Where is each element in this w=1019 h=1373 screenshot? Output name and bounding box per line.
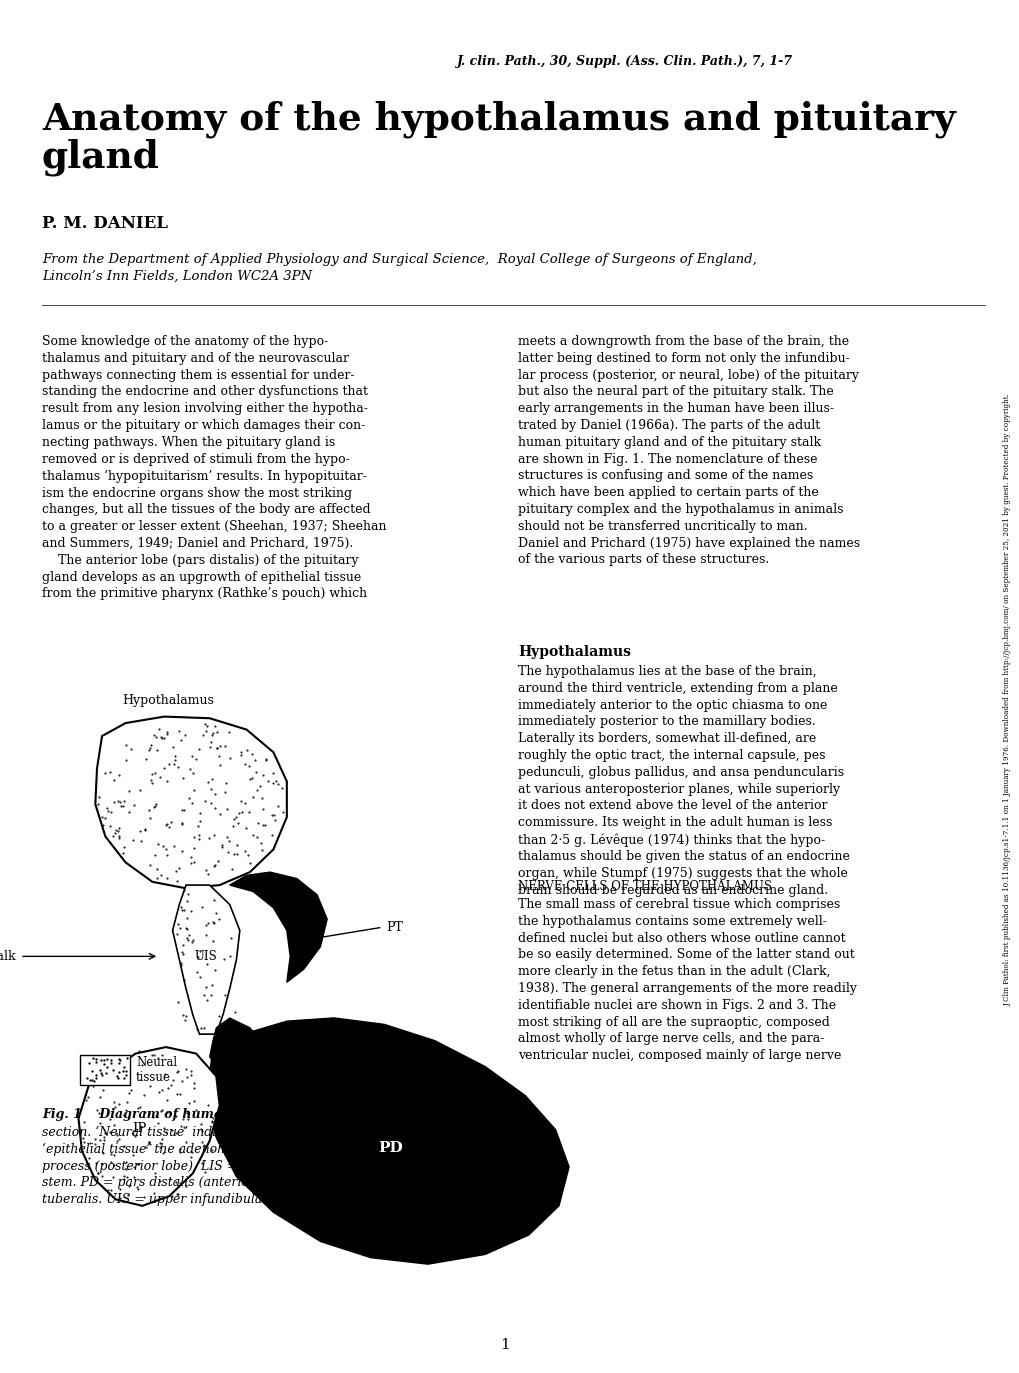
Text: Anatomy of the hypothalamus and pituitary: Anatomy of the hypothalamus and pituitar…: [42, 102, 955, 139]
Text: PD: PD: [378, 1141, 403, 1155]
Text: Some knowledge of the anatomy of the hypo-
thalamus and pituitary and of the neu: Some knowledge of the anatomy of the hyp…: [42, 335, 386, 600]
Text: gland: gland: [42, 139, 160, 177]
Polygon shape: [229, 872, 327, 982]
Text: Hypothalamus: Hypothalamus: [122, 693, 214, 707]
Text: IP: IP: [131, 1122, 146, 1134]
Text: UIS: UIS: [195, 950, 217, 962]
Text: 1: 1: [499, 1339, 510, 1352]
FancyBboxPatch shape: [229, 1054, 280, 1085]
Polygon shape: [95, 717, 286, 888]
Text: Fig. 1    Diagram of human pituitary gland in sagittal: Fig. 1 Diagram of human pituitary gland …: [42, 1108, 416, 1120]
Text: Epithelial
tissue: Epithelial tissue: [285, 1056, 343, 1085]
Text: Lincoln’s Inn Fields, London WC2A 3PN: Lincoln’s Inn Fields, London WC2A 3PN: [42, 270, 312, 283]
Text: The small mass of cerebral tissue which comprises
the hypothalamus contains some: The small mass of cerebral tissue which …: [518, 898, 856, 1063]
Text: LIS: LIS: [253, 1060, 273, 1074]
FancyBboxPatch shape: [79, 1054, 129, 1085]
Polygon shape: [172, 886, 239, 1034]
Text: section. ‘Neural tissue’ indicates the neurohypophysis;
‘epithelial tissue’ the : section. ‘Neural tissue’ indicates the n…: [42, 1126, 406, 1205]
Text: Stalk: Stalk: [0, 950, 16, 962]
Text: NERVE CELLS OF THE HYPOTHALAMUS: NERVE CELLS OF THE HYPOTHALAMUS: [518, 880, 771, 892]
Text: J. clin. Path., 30, Suppl. (Ass. Clin. Path.), 7, 1-7: J. clin. Path., 30, Suppl. (Ass. Clin. P…: [457, 55, 793, 69]
Text: The hypothalamus lies at the base of the brain,
around the third ventricle, exte: The hypothalamus lies at the base of the…: [518, 665, 849, 897]
Text: Hypothalamus: Hypothalamus: [518, 645, 631, 659]
Text: J Clin Pathol: first published as 10.1136/jcp.s1-7.1.1 on 1 January 1976. Downlo: J Clin Pathol: first published as 10.113…: [1003, 394, 1011, 1006]
Polygon shape: [78, 1048, 219, 1205]
Text: meets a downgrowth from the base of the brain, the
latter being destined to form: meets a downgrowth from the base of the …: [518, 335, 859, 567]
Text: Neural
tissue: Neural tissue: [136, 1056, 177, 1085]
Text: From the Department of Applied Physiology and Surgical Science,  Royal College o: From the Department of Applied Physiolog…: [42, 253, 756, 266]
Text: PT: PT: [386, 921, 404, 934]
Polygon shape: [209, 1017, 276, 1086]
Text: P. M. DANIEL: P. M. DANIEL: [42, 216, 168, 232]
Polygon shape: [206, 1017, 569, 1265]
